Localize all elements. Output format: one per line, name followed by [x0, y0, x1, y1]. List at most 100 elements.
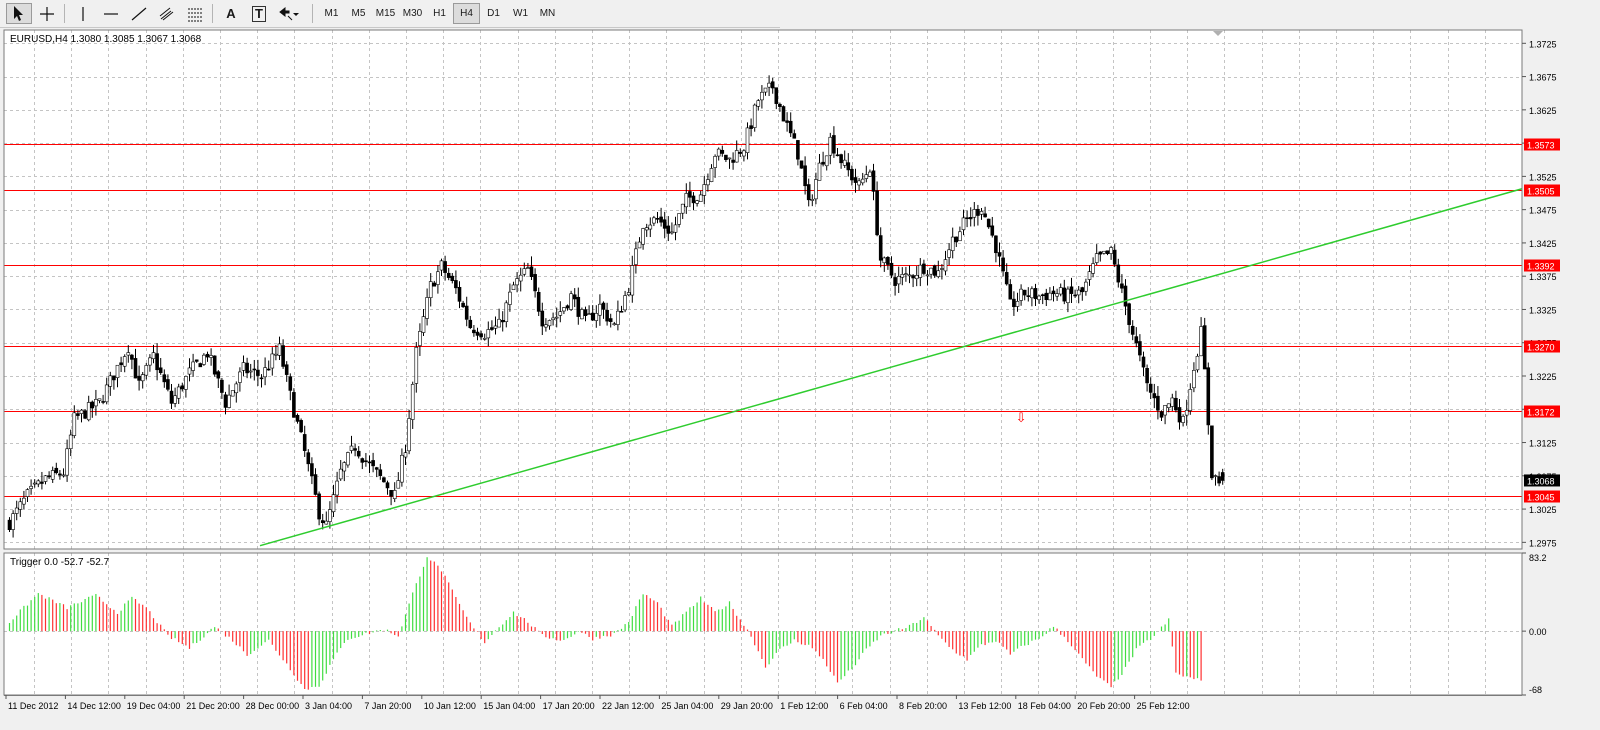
candle	[313, 468, 318, 496]
candle-body	[770, 81, 775, 89]
timeframe-h4-button[interactable]: H4	[453, 3, 480, 24]
oscillator-histogram	[8, 557, 1202, 690]
candle	[745, 122, 750, 160]
trend-line[interactable]	[259, 188, 1523, 547]
cursor-arrow-icon	[9, 4, 29, 24]
candle	[652, 215, 656, 227]
candle	[220, 377, 224, 399]
candle	[914, 266, 919, 287]
candle	[1145, 364, 1149, 392]
oscillator-axis: 83.2 0.00 -68	[1522, 552, 1547, 696]
text-tool-button[interactable]: A	[218, 3, 244, 24]
candle	[562, 306, 566, 315]
candle-body	[122, 356, 127, 367]
candle-body	[86, 402, 91, 421]
price-tick-label: 1.3025	[1529, 505, 1557, 515]
timeframe-w1-button[interactable]: W1	[513, 8, 528, 19]
candle-body	[443, 261, 447, 273]
candle	[295, 413, 300, 424]
candle-body	[176, 386, 181, 399]
candle-body	[457, 286, 462, 302]
candle	[850, 165, 854, 186]
candle-body	[68, 434, 73, 450]
candle	[1163, 405, 1167, 425]
chart-shift-marker-icon[interactable]	[1213, 31, 1223, 36]
trend-line-tool-button[interactable]	[126, 3, 152, 24]
candle-body	[950, 236, 955, 251]
candle	[223, 391, 228, 415]
horizontal-line-tool-button[interactable]	[98, 3, 124, 24]
candle-body	[781, 106, 786, 122]
horizontal-levels[interactable]	[4, 144, 1522, 497]
timeframe-m1-button[interactable]: M1	[324, 8, 339, 19]
candle-body	[90, 401, 95, 409]
candle	[828, 132, 833, 165]
candle	[1102, 250, 1106, 255]
candle	[385, 480, 390, 495]
candle-body	[1206, 367, 1211, 426]
candle-body	[702, 184, 707, 196]
level-label: 1.3573	[1527, 141, 1555, 151]
timeframe-mn-button[interactable]: MN	[539, 8, 556, 19]
candle	[176, 383, 181, 405]
candle	[302, 425, 307, 457]
candle	[1069, 277, 1074, 304]
timeframe-d1-button[interactable]: D1	[487, 8, 500, 19]
candle-body	[464, 305, 469, 320]
timeframe-h1-button[interactable]: H1	[433, 8, 446, 19]
equidistant-channel-tool-button[interactable]	[154, 3, 180, 24]
candle	[1091, 257, 1095, 278]
candle-body	[562, 307, 566, 312]
crosshair-tool-button[interactable]	[34, 3, 60, 24]
candle-body	[1098, 251, 1103, 255]
candle-body	[475, 331, 480, 336]
candle	[281, 339, 285, 369]
candle-body	[724, 154, 728, 160]
oscillator-panel[interactable]: Trigger 0.0 -52.7 -52.7 83.2 0.00 -68	[3, 552, 1547, 696]
candle-body	[223, 394, 228, 408]
candle-body	[695, 200, 699, 204]
candle	[43, 475, 48, 485]
candle-body	[72, 412, 77, 436]
candle-body	[428, 281, 433, 298]
oscillator-title: Trigger 0.0 -52.7 -52.7	[10, 557, 110, 568]
time-axis[interactable]: 11 Dec 2012 14 Dec 12:00 19 Dec 04:00 21 De…	[4, 695, 1522, 711]
candle-body	[166, 379, 170, 390]
arrows-tool-button[interactable]	[274, 3, 306, 24]
cursor-tool-button[interactable]	[6, 3, 32, 24]
time-tick-label: 1 Feb 12:00	[780, 701, 828, 711]
text-label-tool-button[interactable]: T	[246, 3, 272, 24]
candle	[806, 178, 811, 207]
candle	[878, 227, 883, 268]
candle	[1062, 279, 1067, 305]
candle-body	[727, 157, 732, 160]
timeframe-m15-button[interactable]: M15	[375, 8, 396, 19]
candle	[947, 243, 951, 265]
candle	[590, 305, 595, 322]
price-panel[interactable]: ⇩ EURUSD,H4 1.3080 1.3085 1.3067 1.3068 …	[3, 29, 1560, 550]
candle-body	[1116, 264, 1121, 283]
candle	[1195, 353, 1200, 373]
candle	[472, 325, 476, 337]
candle-body	[1170, 397, 1175, 407]
candle	[1184, 399, 1189, 426]
candle	[140, 371, 145, 389]
timeframe-m5-button[interactable]: M5	[351, 8, 366, 19]
toolbar-separator	[212, 4, 213, 23]
fibonacci-tool-button[interactable]	[182, 3, 208, 24]
price-tick-label: 1.3125	[1529, 439, 1557, 449]
timeframe-m30-button[interactable]: M30	[402, 8, 423, 19]
candle	[248, 363, 253, 379]
candle	[90, 400, 95, 418]
candle	[1166, 403, 1171, 413]
vertical-line-tool-button[interactable]	[70, 3, 96, 24]
candle-body	[378, 469, 383, 476]
level-label: 1.3045	[1527, 493, 1555, 503]
candle	[198, 362, 203, 368]
candle	[1152, 383, 1157, 409]
candle-body	[522, 268, 527, 275]
price-axis[interactable]: 1.29751.30251.30751.31251.31751.32251.32…	[1522, 39, 1557, 548]
candle-body	[1220, 472, 1225, 481]
